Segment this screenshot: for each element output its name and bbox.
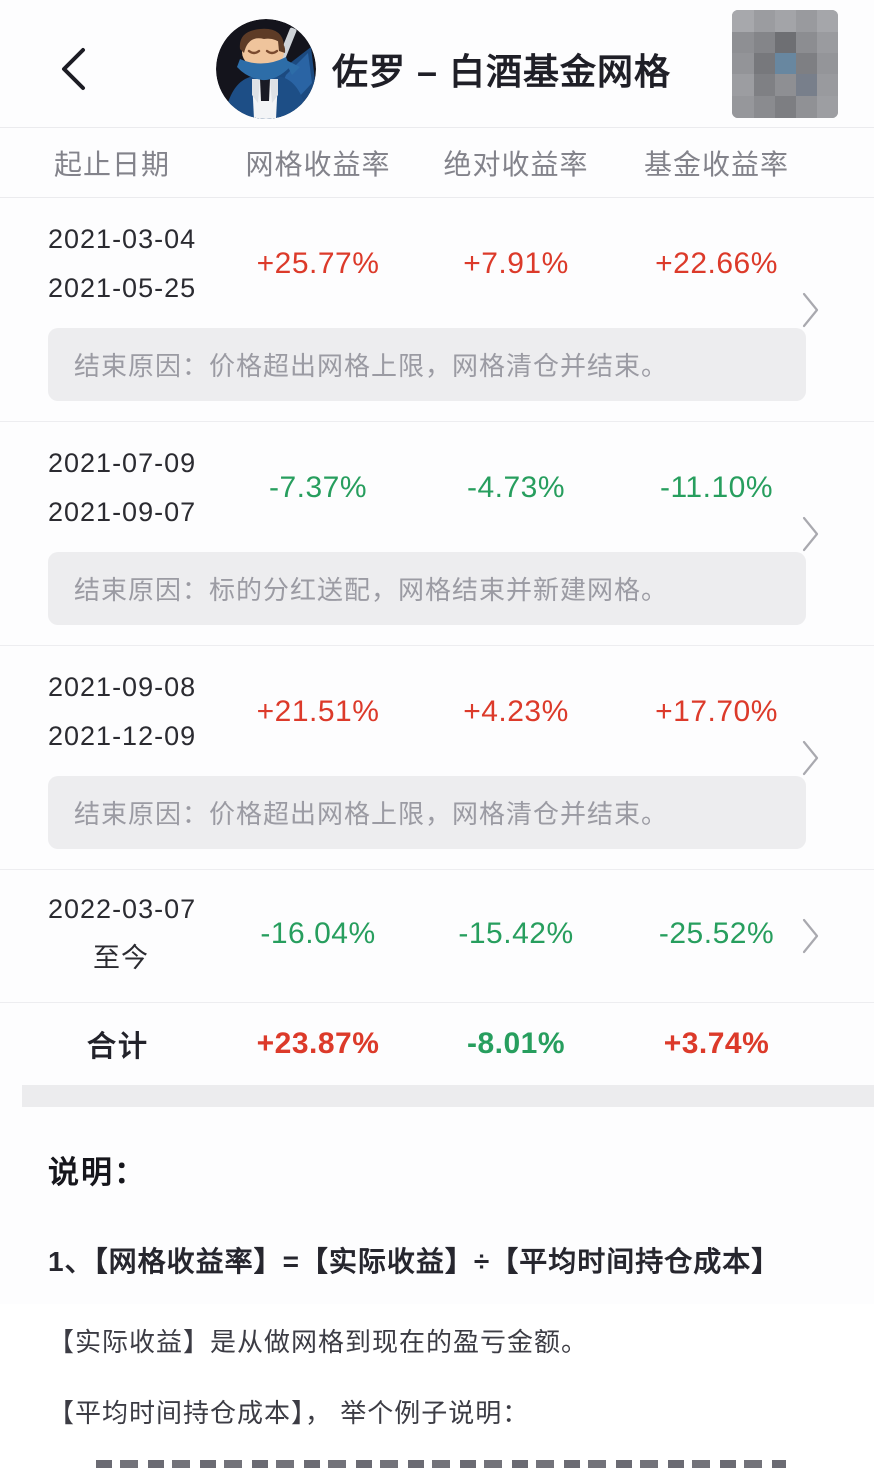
chevron-right-icon[interactable] (802, 291, 820, 329)
chevron-right-icon[interactable] (802, 739, 820, 777)
explanation-item: 【实际收益】是从做网格到现在的盈亏金额。 (48, 1327, 589, 1357)
fund-return-value: -11.10% (659, 471, 773, 504)
date-range: 2021-07-09 2021-09-07 (48, 450, 218, 526)
explanation-section: 说明： 1、【网格收益率】=【实际收益】÷【平均时间持仓成本】 【实际收益】是从… (0, 1107, 874, 1468)
grid-return-value: +21.51% (256, 695, 380, 728)
absolute-return-value: -15.42% (458, 917, 574, 950)
chevron-right-icon[interactable] (802, 917, 820, 955)
end-reason-note: 结束原因：价格超出网格上限，网格清仓并结束。 (48, 328, 806, 401)
table-row[interactable]: 2021-03-04 2021-05-25 +25.77% +7.91% +22… (0, 198, 874, 422)
start-date: 2022-03-07 (48, 894, 197, 924)
table-row[interactable]: 2022-03-07 至今 -16.04% -15.42% -25.52% (0, 870, 874, 1003)
page-title: 佐罗 – 白酒基金网格 (332, 50, 672, 92)
end-reason-note: 结束原因：标的分红送配，网格结束并新建网格。 (48, 552, 806, 625)
column-header-grid-return: 网格收益率 (245, 148, 391, 180)
column-header-absolute-return: 绝对收益率 (443, 148, 589, 180)
end-date: 至今 (93, 943, 149, 973)
avatar (216, 18, 316, 119)
total-absolute-return-value: -8.01% (466, 1027, 566, 1060)
app-header: 佐罗 – 白酒基金网格 (0, 0, 874, 128)
fund-return-value: +17.70% (655, 695, 778, 728)
date-range: 2022-03-07 至今 (48, 896, 218, 972)
end-date: 2021-09-07 (48, 497, 197, 527)
chevron-left-icon (62, 47, 85, 90)
absolute-return-value: -4.73% (466, 471, 566, 504)
explanation-item: 1、【网格收益率】=【实际收益】÷【平均时间持仓成本】 (48, 1246, 781, 1277)
start-date: 2021-07-09 (48, 448, 197, 478)
table-row[interactable]: 2021-09-08 2021-12-09 +21.51% +4.23% +17… (0, 646, 874, 870)
grid-return-value: +25.77% (256, 247, 380, 280)
total-label: 合计 (86, 1031, 149, 1063)
total-row: 合计 +23.87% -8.01% +3.74% (0, 1003, 874, 1085)
fund-return-value: +22.66% (655, 247, 778, 280)
absolute-return-value: +7.91% (463, 247, 569, 280)
column-header-fund-return: 基金收益率 (643, 148, 789, 180)
cutoff-text-line (96, 1460, 786, 1468)
grid-return-value: -16.04% (260, 917, 376, 950)
section-divider-band (22, 1085, 874, 1107)
table-column-header-row: 起止日期 网格收益率 绝对收益率 基金收益率 (0, 128, 874, 198)
end-reason-note: 结束原因：价格超出网格上限，网格清仓并结束。 (48, 776, 806, 849)
absolute-return-value: +4.23% (463, 695, 569, 728)
end-date: 2021-05-25 (48, 273, 197, 303)
table-body: 2021-03-04 2021-05-25 +25.77% +7.91% +22… (0, 198, 874, 1003)
start-date: 2021-09-08 (48, 672, 197, 702)
explanation-item: 【平均时间持仓成本】， 举个例子说明： (48, 1398, 530, 1428)
end-date: 2021-12-09 (48, 721, 197, 751)
total-fund-return-value: +3.74% (663, 1027, 770, 1060)
date-range: 2021-09-08 2021-12-09 (48, 674, 218, 750)
fund-return-value: -25.52% (658, 917, 775, 950)
ninja-avatar-icon (216, 18, 316, 119)
date-range: 2021-03-04 2021-05-25 (48, 226, 218, 302)
pixelated-image (732, 10, 838, 118)
column-header-dates: 起止日期 (54, 148, 171, 180)
mosaic-blocks (732, 10, 838, 118)
grid-return-value: -7.37% (268, 471, 368, 504)
back-button[interactable] (58, 43, 98, 95)
chevron-right-icon[interactable] (802, 515, 820, 553)
table-row[interactable]: 2021-07-09 2021-09-07 -7.37% -4.73% -11.… (0, 422, 874, 646)
explanation-heading: 说明： (48, 1155, 147, 1190)
total-grid-return-value: +23.87% (256, 1027, 380, 1060)
start-date: 2021-03-04 (48, 224, 197, 254)
